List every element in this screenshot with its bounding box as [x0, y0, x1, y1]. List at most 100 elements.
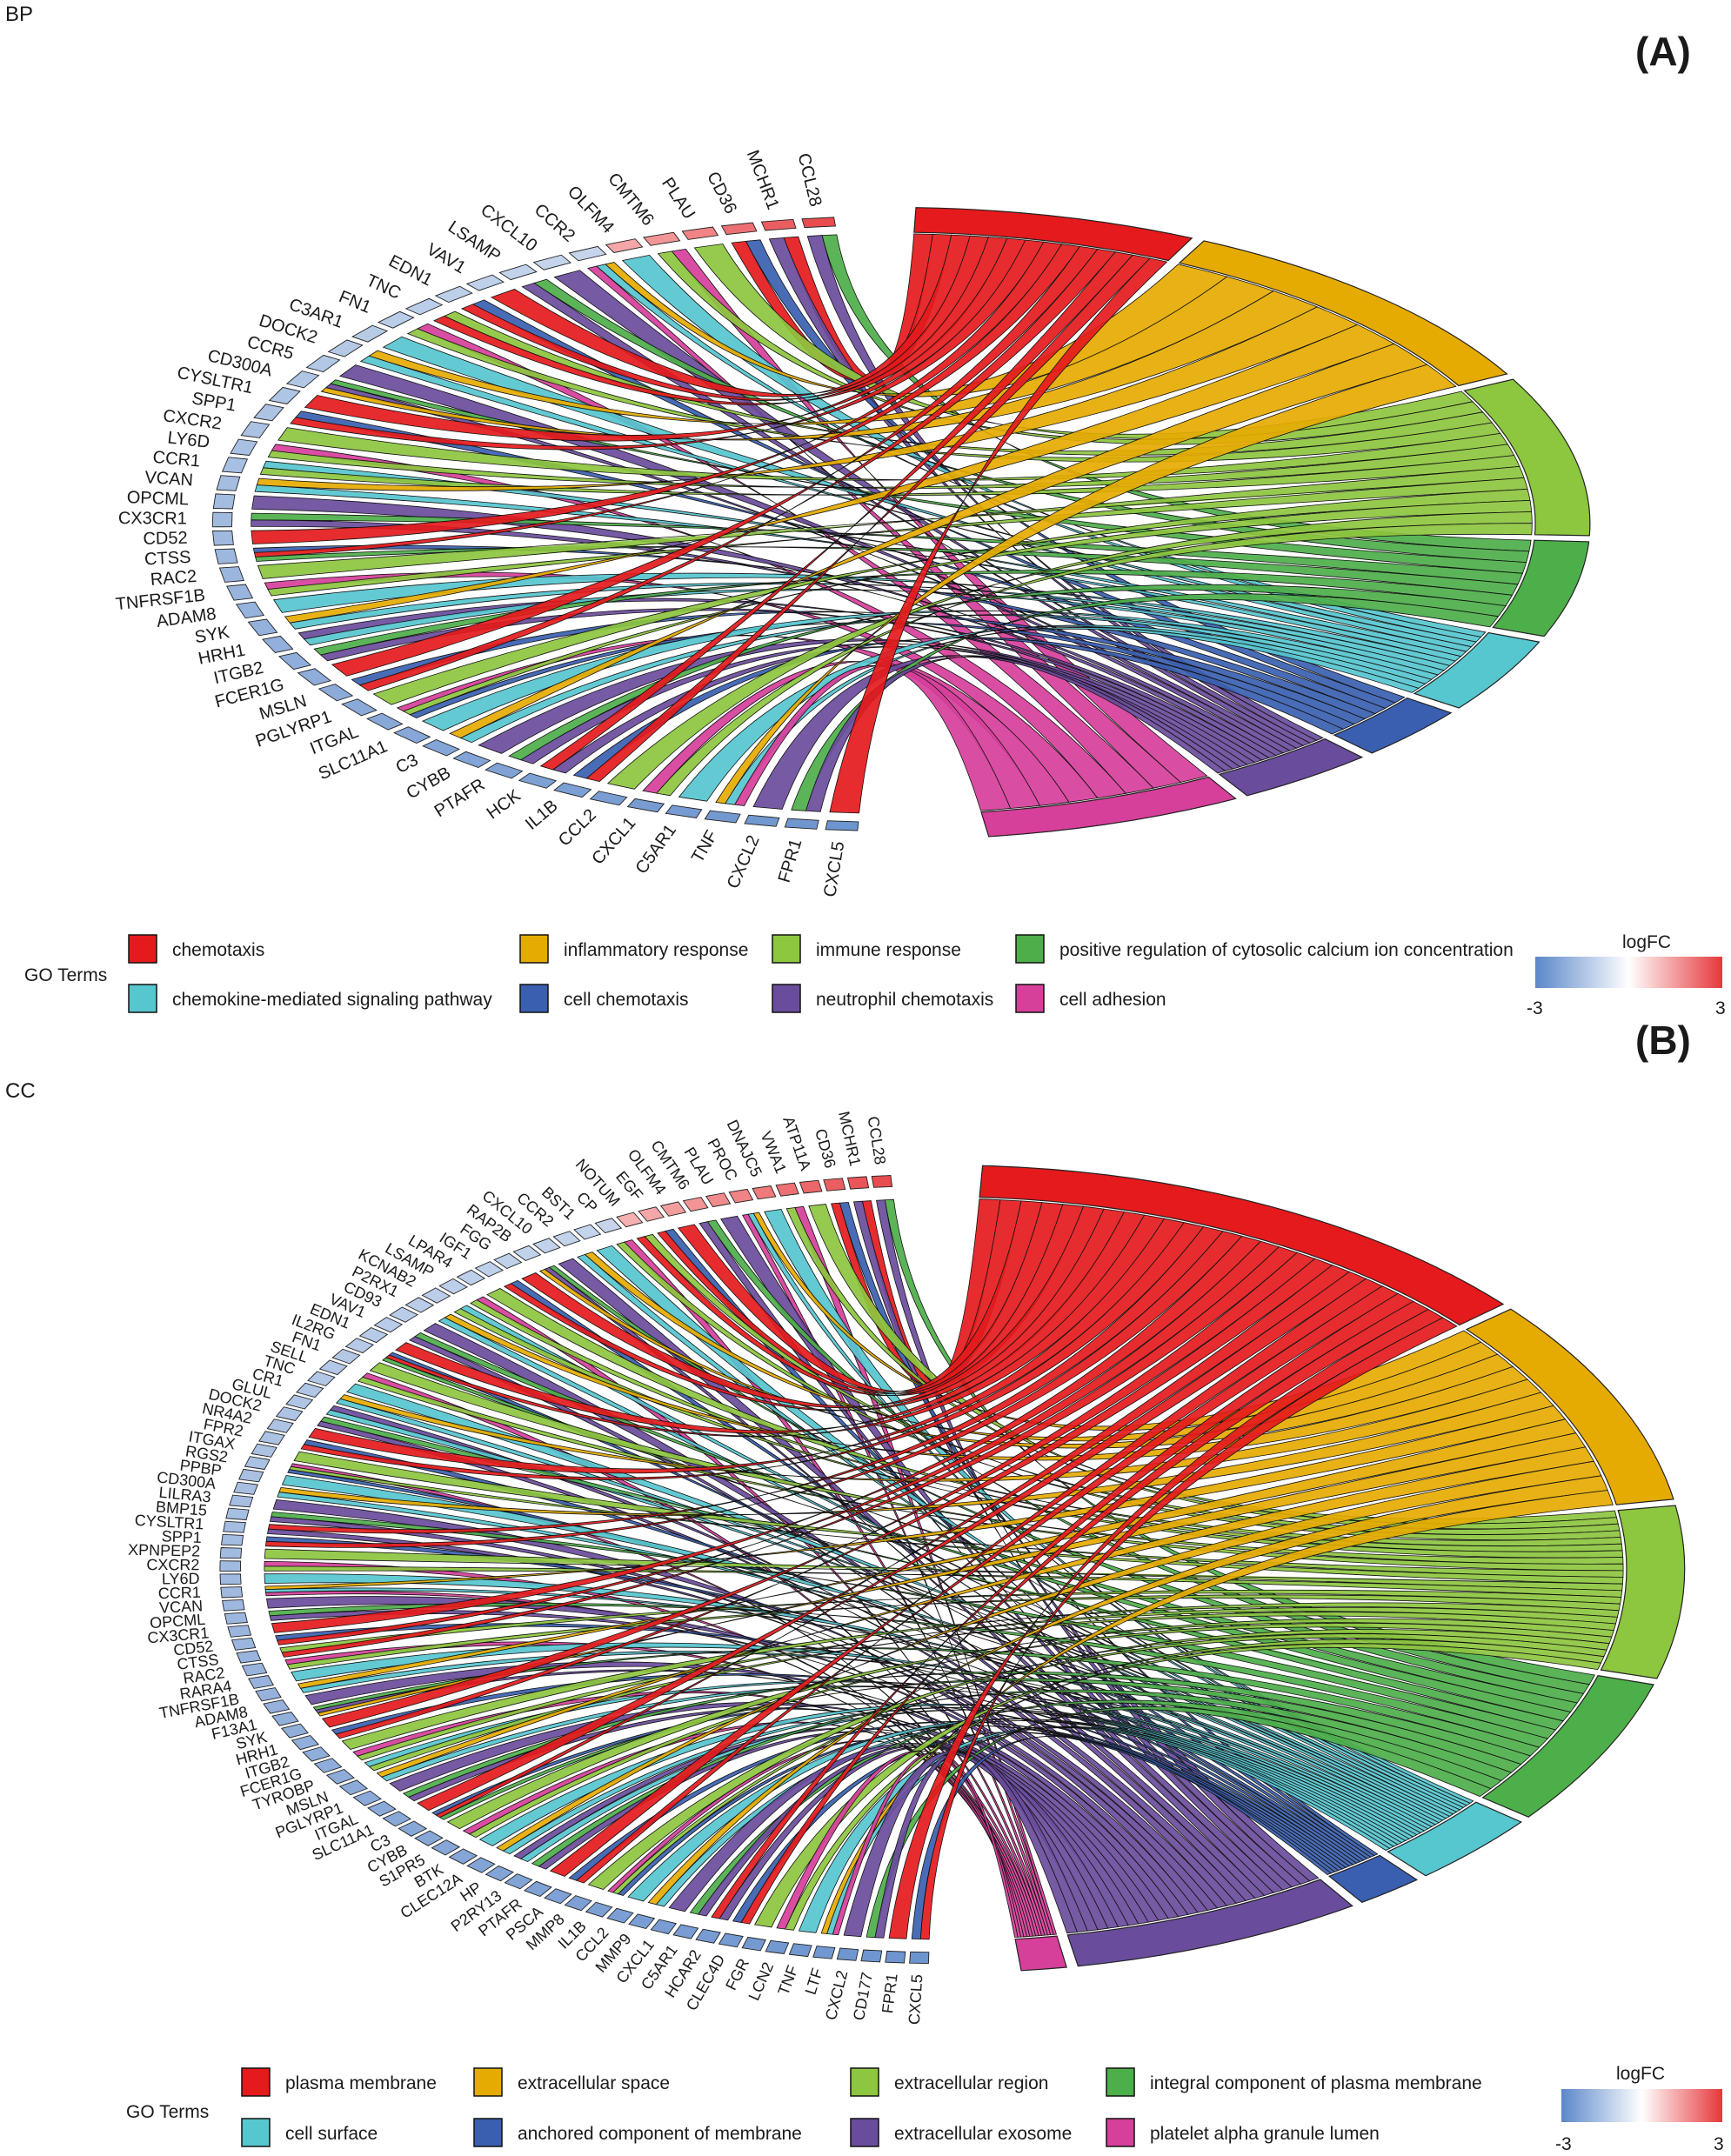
- gene-label-ctss: CTSS: [144, 548, 191, 570]
- ribbon-s1pr5-platelet-alpha-granule-lumen: [462, 1721, 1027, 1938]
- term-arc-immune-response: [1463, 378, 1591, 537]
- gene-tile-msln: [338, 1779, 369, 1796]
- gene-tile-fpr2: [258, 1431, 285, 1445]
- gene-tile-rac2: [218, 566, 245, 583]
- gene-tile-c3ar1: [351, 324, 389, 343]
- gene-tile-fpr1: [885, 1950, 906, 1964]
- legend-label-cell-chemotaxis: cell chemotaxis: [564, 990, 689, 1010]
- ribbon-fpr1-positive-regulation-of-cytosolic-calcium-ion-concentration: [791, 593, 1500, 811]
- gene-tile-spp1: [253, 404, 284, 422]
- legend-label-chemotaxis: chemotaxis: [172, 940, 264, 960]
- gene-tile-ccl2: [606, 1907, 634, 1924]
- ribbon-il2rg-plasma-membrane: [384, 1214, 1166, 1438]
- gene-tile-itgb2: [302, 1746, 331, 1762]
- gene-tile-rgs2: [244, 1456, 271, 1470]
- ribbon-il2rg-integral-component-of-plasma-membrane: [381, 1357, 1572, 1722]
- ribbon-ccr5-neutrophil-chemotaxis: [338, 364, 1298, 751]
- gene-label-cxcl2: CXCL2: [822, 1969, 851, 2022]
- ribbon-tnfrsf1b-cell-adhesion: [264, 571, 1099, 803]
- gene-tile-plau: [681, 226, 719, 240]
- gene-tile-ccr2: [568, 245, 607, 262]
- gene-tile-lsamp: [498, 264, 538, 281]
- legend-label-platelet-granule: platelet alpha granule lumen: [1150, 2124, 1380, 2144]
- gene-tile-fn1: [377, 310, 415, 329]
- gene-label-tnf: TNF: [688, 827, 721, 866]
- gene-tile-pglyrp1: [341, 698, 378, 717]
- ribbon-syk-plasma-membrane: [321, 1252, 1316, 1728]
- ribbon-mmp9-extracellular-space: [647, 1475, 1608, 1906]
- legend-swatch-extracellular-space: [473, 2067, 503, 2097]
- gene-tile-rap2b: [512, 1245, 542, 1262]
- gene-tile-ccr2: [552, 1231, 581, 1247]
- gene-label-cd36: CD36: [703, 169, 740, 217]
- ribbon-p2rx1-extracellular-space: [444, 1313, 1528, 1461]
- gene-label-cxcr2: CXCR2: [146, 1556, 199, 1573]
- gene-tile-il1b: [552, 782, 592, 798]
- ribbon-fpr2-anchored-component-of-membrane: [303, 1439, 1365, 1863]
- ribbon-tnf-cell-adhesion: [734, 664, 1012, 811]
- gene-tile-psca: [544, 1888, 572, 1905]
- gene-tile-mchr1: [846, 1176, 870, 1190]
- gene-tile-slc11a1: [392, 726, 431, 744]
- ribbon-il1b-chemotaxis: [585, 254, 1151, 783]
- gene-tile-cxcl10: [532, 254, 572, 270]
- gene-tile-cxcl2: [744, 814, 780, 827]
- gene-tile-egf: [638, 1206, 665, 1222]
- gene-tile-tnc: [307, 1371, 336, 1387]
- gene-label-c3: C3: [393, 751, 422, 778]
- gene-label-cysltr1: CYSLTR1: [134, 1512, 204, 1533]
- ribbon-itgax-extracellular-region: [293, 1451, 1624, 1578]
- gene-tile-cx3cr1: [211, 511, 233, 528]
- gene-tile-c3: [398, 1820, 428, 1837]
- gene-label-ly6d: LY6D: [162, 1570, 200, 1588]
- ribbon-ccr2-extracellular-space: [584, 1252, 1499, 1442]
- ribbon-cd300a-extracellular-space: [278, 1392, 1554, 1516]
- ribbon-igf1-plasma-membrane: [503, 1208, 1126, 1412]
- gene-tile-btk: [448, 1848, 478, 1865]
- ribbon-cysltr1-plasma-membrane: [268, 1226, 1224, 1534]
- gene-tile-cxcr2: [240, 421, 271, 438]
- panel-b-gene-tiles: [219, 1175, 930, 1965]
- gene-tile-cd177: [860, 1949, 883, 1963]
- ribbon-ctss-cell-chemotaxis: [252, 544, 1376, 720]
- panel-b-letter: (B): [1635, 1018, 1691, 1063]
- ribbon-fpr1-neutrophil-chemotaxis: [805, 656, 1226, 812]
- gene-tile-xpnpep2: [219, 1547, 243, 1559]
- gene-label-mchr1: MCHR1: [835, 1110, 864, 1168]
- ribbon-rac2-extracellular-region: [286, 1594, 1621, 1670]
- ribbon-lcn2-platelet-alpha-granule-lumen: [776, 1750, 1021, 1938]
- gene-tile-rac2: [241, 1662, 268, 1677]
- gene-tile-ptafr: [523, 1880, 552, 1898]
- ribbon-fcer1g-platelet-alpha-granule-lumen: [352, 1691, 1031, 1938]
- ribbon-fcer1g-chemotaxis: [331, 245, 1099, 677]
- gene-tile-tyrobp: [325, 1768, 355, 1785]
- gene-tile-syk: [280, 1723, 310, 1739]
- gene-label-fpr1: FPR1: [879, 1972, 901, 2014]
- ribbon-cxcl5-anchored-component-of-membrane: [911, 1735, 1332, 1940]
- ribbon-p2ry13-integral-component-of-plasma-membrane: [531, 1689, 1513, 1867]
- gene-tile-cysltr1: [223, 1520, 246, 1533]
- panel-a-legend: GO Terms chemotaxis inflammatory respons…: [24, 932, 1726, 1018]
- gene-tile-fn1: [331, 1348, 361, 1365]
- gene-tile-vav1: [373, 1317, 404, 1333]
- gene-tile-lcn2: [765, 1939, 790, 1954]
- legend-swatch-chemotaxis: [128, 934, 157, 964]
- panel-b-legend-title: GO Terms: [126, 2102, 209, 2122]
- ribbon-ctss-plasma-membrane: [281, 1246, 1298, 1658]
- ribbon-cybb-extracellular-region: [446, 1618, 1614, 1830]
- ribbon-cysltr1-extracellular-exosome: [267, 1528, 1208, 1913]
- ribbon-vcan-inflammatory-response: [256, 306, 1359, 491]
- ribbon-spp1-anchored-component-of-membrane: [265, 1536, 1358, 1866]
- gene-label-vcan: VCAN: [144, 468, 194, 490]
- gene-tile-pglyrp1: [352, 1790, 383, 1806]
- gene-label-plau: PLAU: [658, 174, 698, 223]
- ribbon-hck-chemotaxis: [539, 251, 1133, 771]
- gene-tile-ly6d: [219, 1573, 242, 1585]
- legend-label-extracellular-space: extracellular space: [518, 2073, 670, 2093]
- gene-tile-cp: [594, 1218, 623, 1234]
- ribbon-edn1-plasma-membrane: [395, 1211, 1146, 1434]
- gene-label-cd36: CD36: [812, 1127, 839, 1171]
- ribbon-hrh1-plasma-membrane: [335, 1258, 1333, 1739]
- gene-label-ccl28: CCL28: [865, 1115, 890, 1165]
- panel-b-logfc-min: -3: [1555, 2134, 1572, 2154]
